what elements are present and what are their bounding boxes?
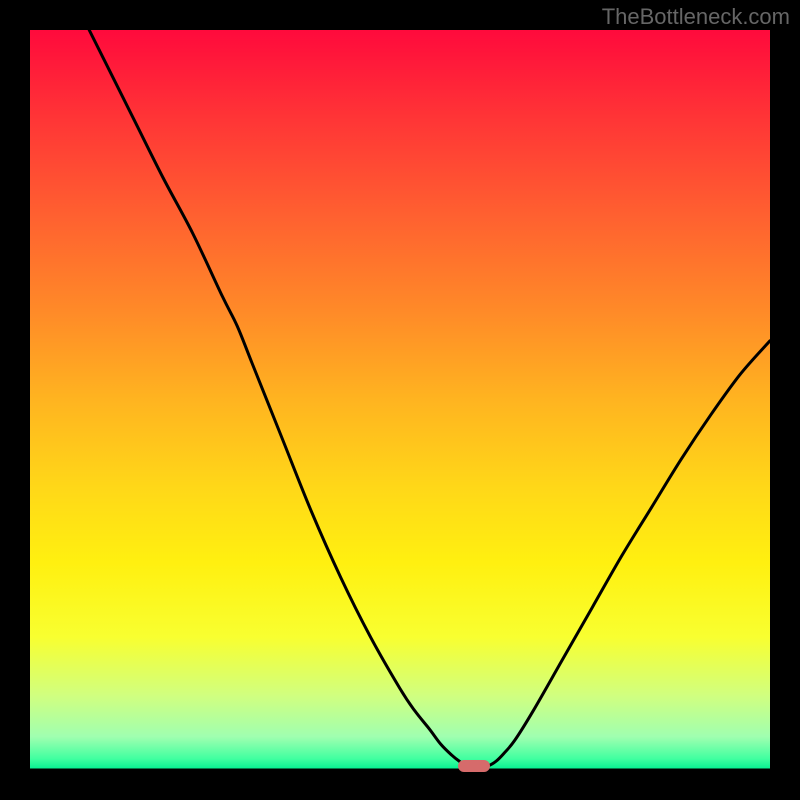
- chart-container: { "watermark": { "text": "TheBottleneck.…: [0, 0, 800, 800]
- optimal-marker: [458, 760, 489, 772]
- plot-area: [30, 30, 770, 770]
- watermark-text: TheBottleneck.com: [602, 4, 790, 30]
- bottleneck-curve: [30, 30, 770, 770]
